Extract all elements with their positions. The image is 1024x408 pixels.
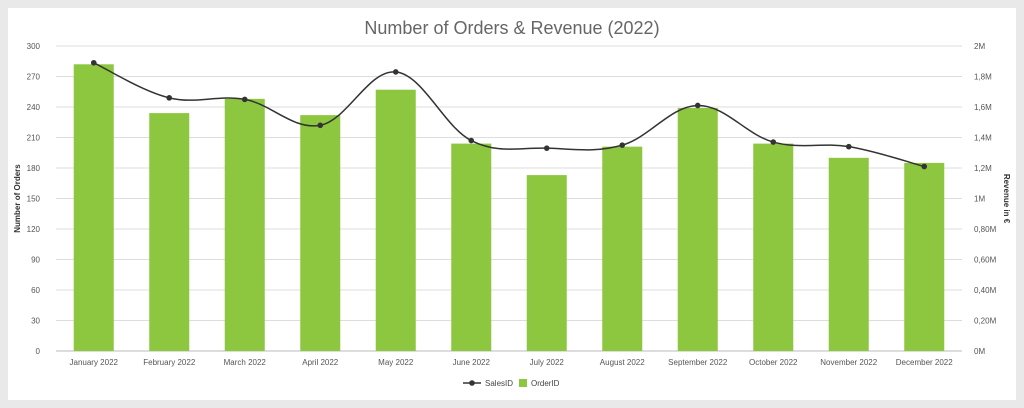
chart-panel: Number of Orders & Revenue (2022) 0 0M 30 0… — [8, 8, 1016, 400]
sales-point — [694, 102, 701, 109]
sales-point — [392, 69, 399, 75]
x-tick-label: September 2022 — [668, 358, 728, 367]
y2-tick-label: 0M — [974, 347, 985, 356]
x-tick-label: June 2022 — [453, 358, 491, 367]
legend-line-marker — [469, 380, 475, 386]
bar — [753, 143, 794, 351]
legend-bar-icon — [519, 379, 527, 387]
y-tick-label: 210 — [27, 134, 41, 143]
sales-point — [619, 142, 626, 148]
x-tick-label: August 2022 — [600, 358, 645, 367]
y2-axis-title: Revenue in € — [1002, 174, 1011, 224]
bar — [602, 146, 643, 351]
bar — [526, 175, 567, 351]
sales-point — [921, 163, 928, 170]
x-tick-label: January 2022 — [70, 358, 119, 367]
y-tick-label: 0 — [36, 347, 41, 356]
x-tick-label: May 2022 — [378, 358, 414, 367]
x-tick-label: October 2022 — [749, 358, 798, 367]
sales-point — [241, 96, 248, 103]
bar — [828, 157, 869, 351]
legend-label-salesid: SalesID — [485, 379, 513, 388]
bar — [375, 89, 416, 351]
sales-line — [93, 62, 925, 168]
y2-tick-label: 2M — [974, 42, 985, 51]
y2-tick-label: 0,40M — [974, 286, 997, 295]
sales-point — [543, 145, 550, 151]
sales-point — [90, 59, 97, 66]
sales-point — [166, 95, 173, 101]
chart-title: Number of Orders & Revenue (2022) — [364, 18, 660, 38]
chart-svg: 0 0M 30 0,20M 60 0,40M 90 0,60M 120 0,80M 150 1M 180… — [13, 42, 1011, 388]
y2-tick-label: 1M — [974, 195, 985, 204]
bar — [677, 108, 718, 352]
x-tick-label: April 2022 — [302, 358, 339, 367]
sales-point — [845, 143, 852, 150]
bar — [149, 113, 190, 351]
sales-point — [770, 139, 777, 145]
y-tick-label: 300 — [27, 42, 41, 51]
y2-tick-label: 1,2M — [974, 164, 992, 173]
y2-tick-label: 0,20M — [974, 317, 997, 326]
bar — [73, 64, 114, 352]
y-axis-title: Number of Orders — [13, 164, 22, 233]
y-tick-label: 180 — [27, 164, 41, 173]
y-tick-label: 270 — [27, 73, 41, 82]
y-tick-label: 240 — [27, 103, 41, 112]
y-tick-label: 60 — [31, 286, 40, 295]
x-tick-label: July 2022 — [530, 358, 565, 367]
bar — [451, 143, 492, 351]
x-tick-label: December 2022 — [896, 358, 953, 367]
y2-tick-label: 1,4M — [974, 134, 992, 143]
y-tick-label: 30 — [31, 317, 40, 326]
y2-tick-label: 0,60M — [974, 256, 997, 265]
x-tick-label: November 2022 — [820, 358, 877, 367]
y-tick-label: 120 — [27, 225, 41, 234]
y-tick-label: 150 — [27, 195, 41, 204]
sales-point — [468, 137, 475, 144]
y2-tick-label: 1,6M — [974, 103, 992, 112]
sales-point — [317, 122, 324, 129]
bar — [224, 98, 265, 351]
x-tick-label: February 2022 — [143, 358, 196, 367]
bar — [904, 162, 945, 351]
bar — [300, 115, 341, 351]
y2-tick-label: 1,8M — [974, 73, 992, 82]
y2-tick-label: 0,80M — [974, 225, 997, 234]
y-tick-label: 90 — [31, 256, 40, 265]
legend-label-orderid: OrderID — [531, 379, 560, 388]
x-tick-label: March 2022 — [224, 358, 267, 367]
